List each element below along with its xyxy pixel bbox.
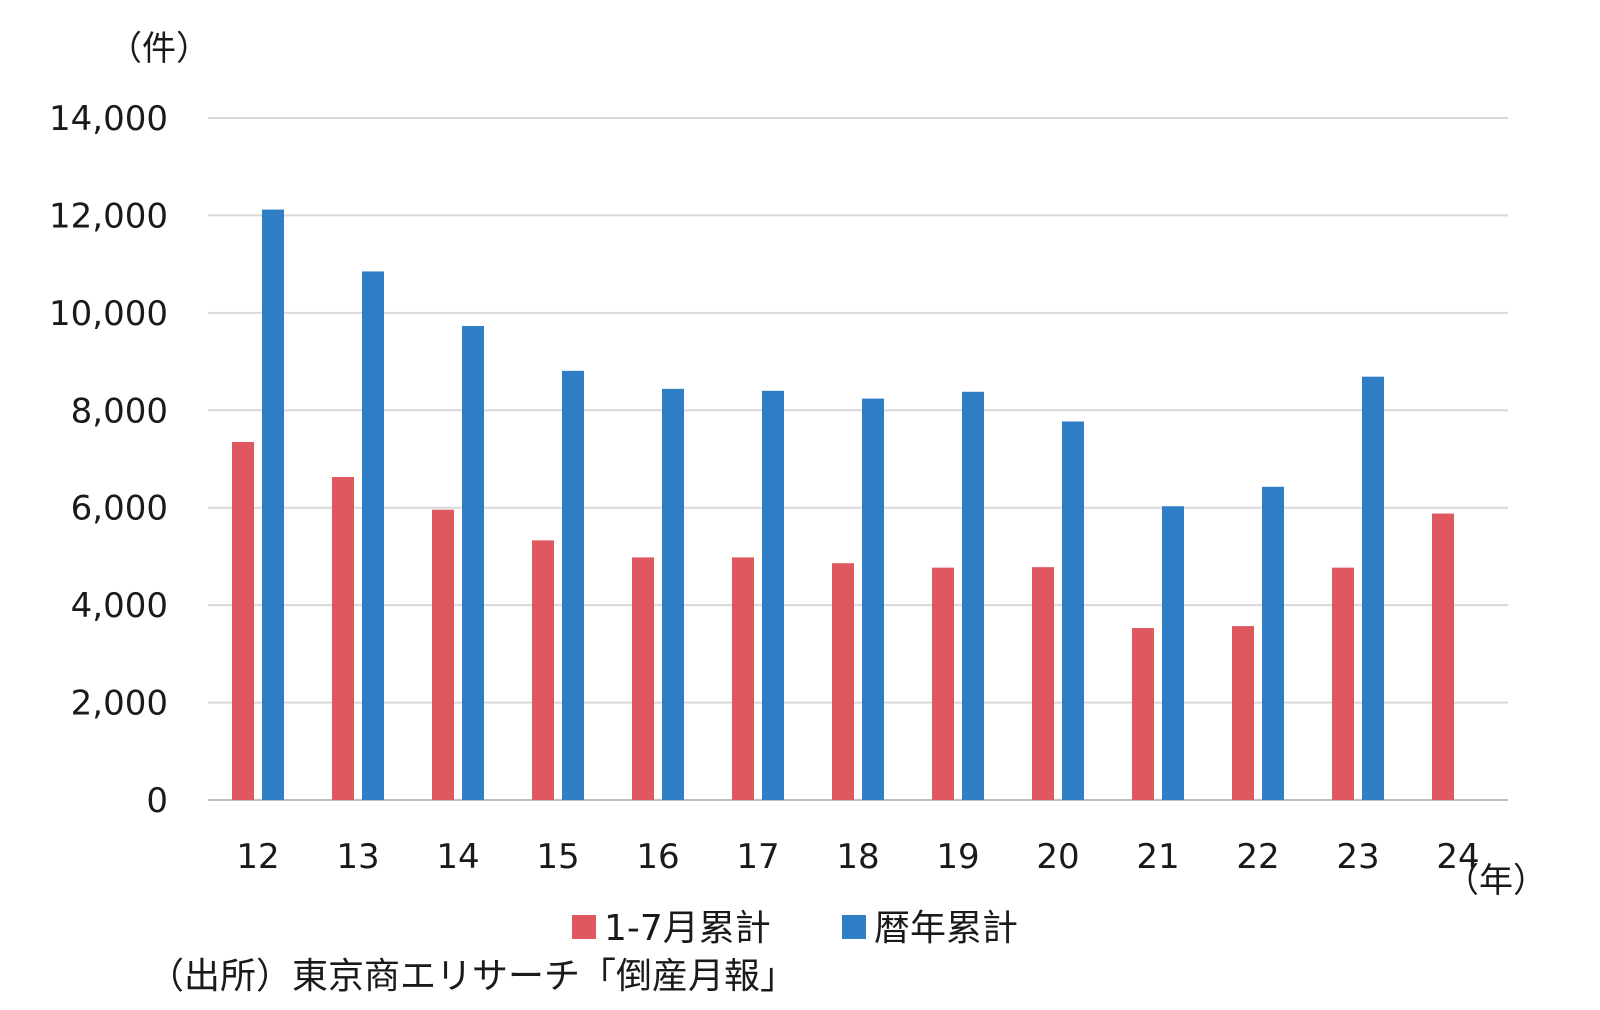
bar-1-7 xyxy=(632,557,654,800)
x-tick-label: 17 xyxy=(736,837,779,877)
bar-1-7 xyxy=(1032,567,1054,800)
bar-1-7 xyxy=(1332,567,1354,800)
x-axis-unit-label: （年） xyxy=(1445,861,1547,901)
bar-1-7 xyxy=(832,563,854,800)
bar-1-7 xyxy=(1232,626,1254,800)
x-tick-label: 12 xyxy=(236,837,279,877)
y-tick-label: 4,000 xyxy=(71,586,168,626)
legend-label-annual: 暦年累計 xyxy=(874,908,1018,949)
x-tick-label: 22 xyxy=(1236,837,1279,877)
bar-1-7 xyxy=(532,540,554,800)
gridlines xyxy=(208,117,1508,801)
x-tick-label: 19 xyxy=(936,837,979,877)
y-tick-label: 6,000 xyxy=(71,489,168,529)
y-tick-label: 12,000 xyxy=(49,196,168,236)
bar-1-7 xyxy=(1432,513,1454,800)
bar-1-7 xyxy=(732,557,754,800)
bar-annual xyxy=(362,271,384,800)
x-tick-label: 15 xyxy=(536,837,579,877)
bar-annual xyxy=(462,326,484,800)
bar-1-7 xyxy=(232,441,254,800)
bar-1-7 xyxy=(1132,628,1154,800)
bar-annual xyxy=(1062,421,1084,800)
bar-1-7 xyxy=(432,509,454,800)
y-tick-label: 0 xyxy=(146,781,168,821)
x-tick-label: 16 xyxy=(636,837,679,877)
legend: 1-7月累計 暦年累計 xyxy=(572,908,1018,949)
bar-1-7 xyxy=(932,567,954,800)
x-tick-label: 18 xyxy=(836,837,879,877)
x-tick-labels: 12 13 14 15 16 17 18 19 20 21 22 23 24 xyxy=(236,837,1479,877)
bar-annual xyxy=(1162,506,1184,800)
bar-annual xyxy=(1362,376,1384,800)
source-note: （出所）東京商エリサーチ「倒産月報」 xyxy=(148,956,796,997)
x-tick-label: 23 xyxy=(1336,837,1379,877)
y-tick-label: 8,000 xyxy=(71,391,168,431)
legend-label-1-7: 1-7月累計 xyxy=(604,908,771,949)
bar-annual xyxy=(1262,486,1284,800)
y-tick-label: 2,000 xyxy=(71,684,168,724)
bar-annual xyxy=(862,398,884,800)
legend-swatch-1-7 xyxy=(572,915,596,939)
x-tick-label: 20 xyxy=(1036,837,1079,877)
y-tick-label: 10,000 xyxy=(49,294,168,334)
bar-annual xyxy=(962,391,984,800)
bar-annual xyxy=(562,370,584,800)
y-tick-labels: 0 2,000 4,000 6,000 8,000 10,000 12,000 14,000 xyxy=(49,99,168,821)
x-tick-label: 14 xyxy=(436,837,479,877)
bar-annual xyxy=(762,390,784,800)
bar-1-7 xyxy=(332,477,354,800)
bar-annual xyxy=(262,209,284,800)
x-tick-label: 24 xyxy=(1436,837,1479,877)
x-tick-label: 21 xyxy=(1136,837,1179,877)
legend-swatch-annual xyxy=(842,915,866,939)
bars xyxy=(232,209,1454,800)
x-tick-label: 13 xyxy=(336,837,379,877)
bar-annual xyxy=(662,388,684,800)
y-tick-label: 14,000 xyxy=(49,99,168,139)
y-axis-unit-label: （件） xyxy=(108,29,210,69)
